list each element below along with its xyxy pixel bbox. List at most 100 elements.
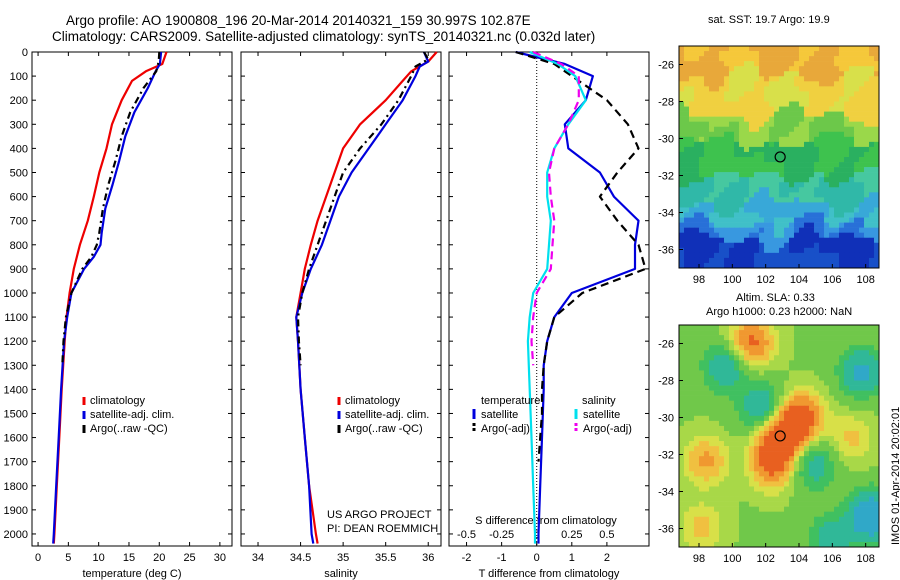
map-cell — [759, 192, 765, 198]
map-cell — [789, 446, 795, 452]
map-cell — [699, 531, 705, 538]
map-cell — [794, 116, 800, 122]
map-cell — [724, 420, 730, 427]
map-cell — [869, 420, 875, 427]
map-cell — [809, 506, 815, 512]
map-cell — [714, 222, 720, 228]
map-cell — [684, 536, 690, 543]
map-cell — [809, 446, 815, 452]
map-cell — [814, 192, 820, 198]
map-cell — [869, 425, 875, 432]
map-cell — [709, 182, 715, 188]
map-cell — [704, 101, 710, 107]
map-cell — [819, 237, 825, 244]
map-cell — [679, 340, 685, 346]
map-cell — [699, 187, 705, 193]
map-cell — [824, 430, 830, 437]
map-cell — [789, 380, 795, 386]
map-cell — [839, 345, 845, 351]
map-cell — [799, 436, 805, 442]
map-cell — [869, 91, 875, 97]
map-cell — [709, 496, 715, 502]
map-cell — [844, 425, 850, 432]
map-cell — [734, 511, 740, 518]
map-cell — [689, 177, 695, 183]
map-cell — [869, 202, 875, 208]
map-cell — [679, 56, 685, 62]
map-cell — [704, 232, 710, 239]
sla-map-title-line2: Argo h1000: 0.23 h2000: NaN — [706, 306, 853, 318]
map-cell — [754, 441, 760, 447]
map-cell — [724, 207, 730, 213]
map-cell — [809, 365, 815, 371]
map-cell — [709, 232, 715, 239]
map-cell — [799, 451, 805, 457]
map-cell — [809, 101, 815, 107]
map-cell — [799, 187, 805, 193]
map-cell — [804, 466, 810, 472]
map-cell — [729, 430, 735, 437]
map-cell — [834, 486, 840, 492]
map-cell — [794, 400, 800, 407]
map-cell — [864, 131, 870, 138]
map-cell — [854, 350, 860, 356]
map-cell — [844, 237, 850, 244]
map-cell — [714, 526, 720, 533]
map-cell — [684, 380, 690, 386]
map-cell — [804, 167, 810, 173]
map-cell — [784, 456, 790, 462]
map-cell — [769, 131, 775, 138]
map-cell — [759, 471, 765, 477]
map-cell — [829, 232, 835, 239]
map-cell — [834, 86, 840, 92]
map-cell — [829, 496, 835, 502]
map-cell — [859, 531, 865, 538]
map-cell — [814, 146, 820, 153]
map-cell — [689, 257, 695, 264]
map-cell — [824, 350, 830, 356]
map-lon-label: 108 — [856, 274, 874, 286]
map-cell — [749, 355, 755, 361]
map-cell — [799, 395, 805, 401]
map-cell — [819, 197, 825, 203]
map-cell — [744, 481, 750, 487]
map-cell — [774, 441, 780, 447]
map-cell — [844, 536, 850, 543]
map-cell — [774, 106, 780, 112]
map-cell — [769, 66, 775, 72]
map-cell — [849, 471, 855, 477]
map-lat-label: -30 — [658, 134, 674, 146]
map-cell — [709, 390, 715, 396]
map-cell — [869, 71, 875, 77]
map-cell — [834, 375, 840, 381]
map-cell — [814, 400, 820, 407]
map-cell — [799, 197, 805, 203]
map-cell — [684, 451, 690, 457]
map-cell — [869, 182, 875, 188]
map-cell — [804, 81, 810, 87]
map-cell — [839, 430, 845, 437]
map-cell — [804, 182, 810, 188]
map-cell — [754, 350, 760, 356]
map-cell — [734, 420, 740, 427]
map-cell — [689, 76, 695, 82]
map-cell — [684, 531, 690, 538]
map-cell — [704, 86, 710, 92]
map-cell — [684, 86, 690, 92]
map-cell — [714, 217, 720, 223]
map-cell — [859, 415, 865, 422]
map-cell — [864, 380, 870, 386]
map-cell — [759, 116, 765, 122]
map-cell — [739, 121, 745, 128]
map-cell — [739, 511, 745, 518]
map-cell — [854, 56, 860, 62]
map-cell — [844, 325, 850, 331]
map-cell — [734, 121, 740, 128]
map-cell — [709, 146, 715, 153]
map-cell — [719, 61, 725, 67]
map-cell — [794, 162, 800, 168]
map-cell — [844, 400, 850, 407]
map-cell — [714, 61, 720, 67]
map-cell — [784, 262, 790, 269]
map-cell — [774, 496, 780, 502]
